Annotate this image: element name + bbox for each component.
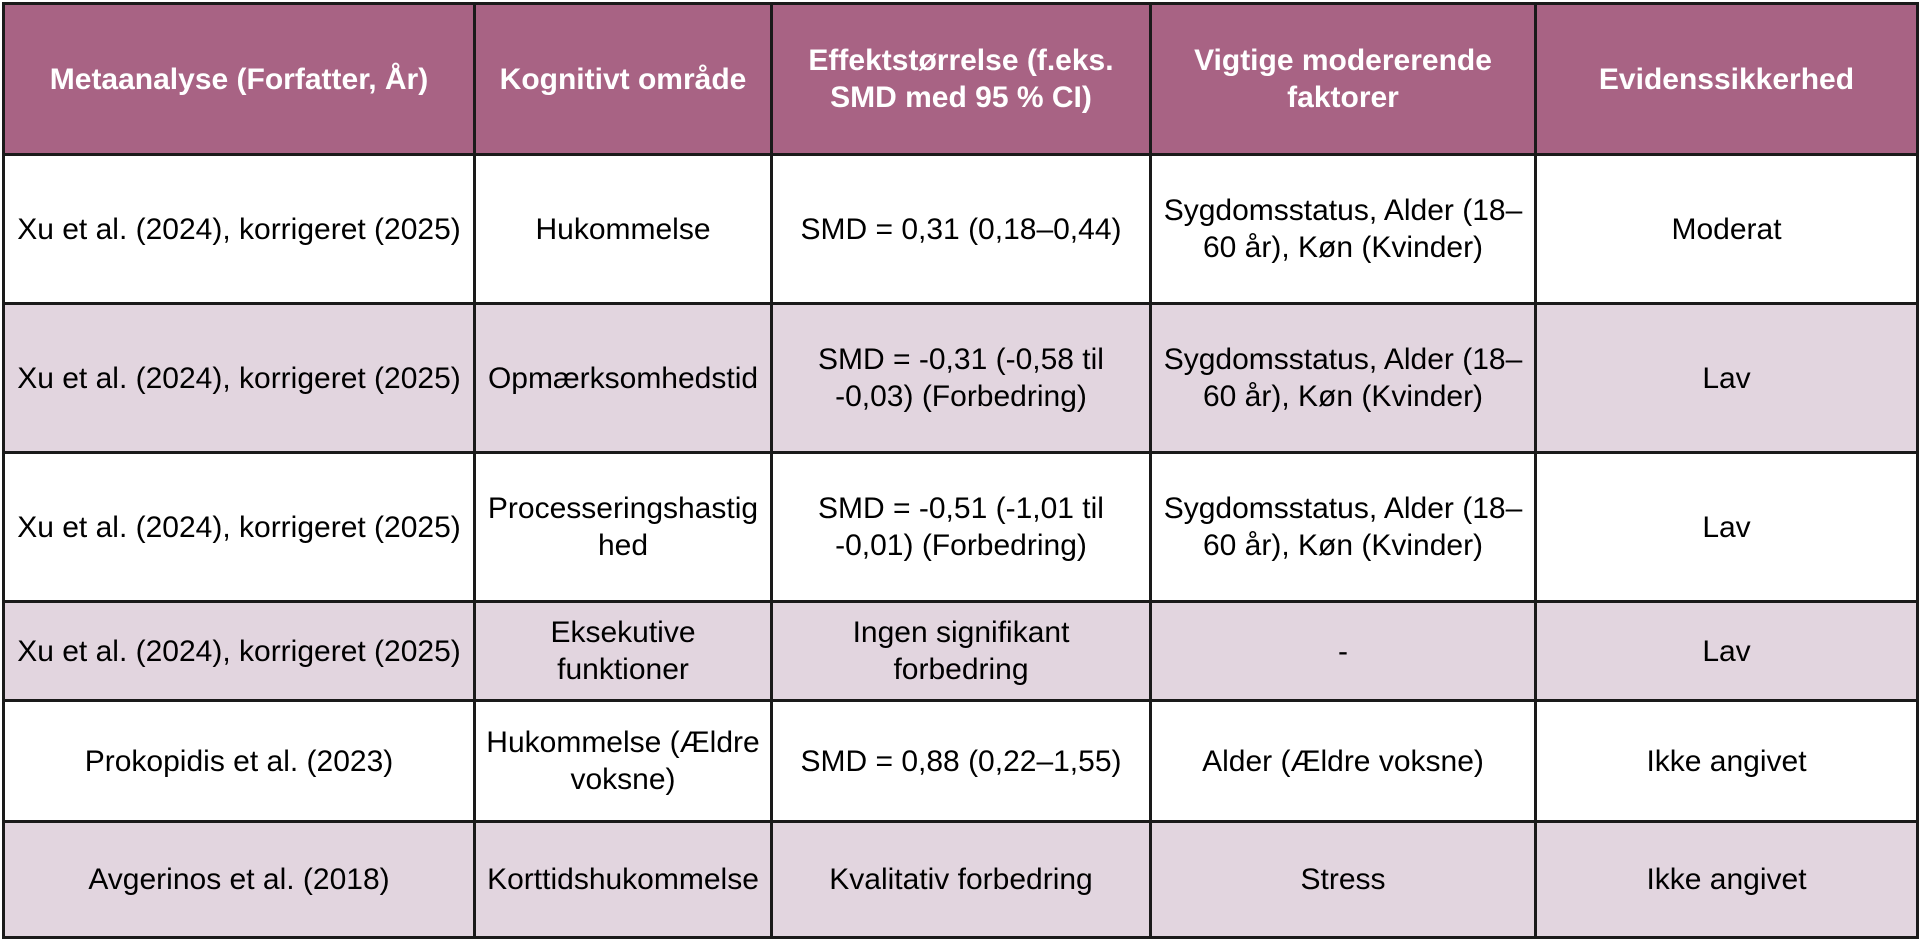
cell-evidence-certainty: Ikke angivet (1534, 699, 1919, 823)
cell-effect-size: Kvalitativ forbedring (770, 820, 1152, 939)
cell-meta-analysis: Avgerinos et al. (2018) (2, 820, 476, 939)
cell-cognitive-domain: Korttidshukommelse (473, 820, 773, 939)
cell-meta-analysis: Xu et al. (2024), korrigeret (2025) (2, 451, 476, 603)
cell-meta-analysis: Xu et al. (2024), korrigeret (2025) (2, 302, 476, 454)
cell-moderating-factors: - (1149, 600, 1537, 702)
header-cognitive-domain: Kognitivt område (473, 2, 773, 156)
cell-moderating-factors: Sygdomsstatus, Alder (18–60 år), Køn (Kv… (1149, 153, 1537, 305)
cell-effect-size: SMD = 0,88 (0,22–1,55) (770, 699, 1152, 823)
cell-meta-analysis: Xu et al. (2024), korrigeret (2025) (2, 153, 476, 305)
table-row: Avgerinos et al. (2018) Korttidshukommels… (2, 820, 1919, 939)
table-row: Xu et al. (2024), korrigeret (2025) Eksek… (2, 600, 1919, 702)
cell-cognitive-domain: Opmærksomhedstid (473, 302, 773, 454)
cell-evidence-certainty: Lav (1534, 451, 1919, 603)
header-moderating-factors: Vigtige modererende faktorer (1149, 2, 1537, 156)
table-row: Xu et al. (2024), korrigeret (2025) Hukom… (2, 153, 1919, 305)
table-row: Xu et al. (2024), korrigeret (2025) Opmær… (2, 302, 1919, 454)
cell-cognitive-domain: Hukommelse (Ældre voksne) (473, 699, 773, 823)
cell-effect-size: SMD = -0,31 (-0,58 til -0,03) (Forbedrin… (770, 302, 1152, 454)
table-row: Xu et al. (2024), korrigeret (2025) Proce… (2, 451, 1919, 603)
cell-meta-analysis: Prokopidis et al. (2023) (2, 699, 476, 823)
cell-cognitive-domain: Eksekutive funktioner (473, 600, 773, 702)
header-meta-analysis: Metaanalyse (Forfatter, År) (2, 2, 476, 156)
cell-moderating-factors: Sygdomsstatus, Alder (18–60 år), Køn (Kv… (1149, 302, 1537, 454)
cell-effect-size: SMD = 0,31 (0,18–0,44) (770, 153, 1152, 305)
cell-evidence-certainty: Moderat (1534, 153, 1919, 305)
cell-cognitive-domain: Hukommelse (473, 153, 773, 305)
cell-effect-size: SMD = -0,51 (-1,01 til -0,01) (Forbedrin… (770, 451, 1152, 603)
cell-meta-analysis: Xu et al. (2024), korrigeret (2025) (2, 600, 476, 702)
cell-evidence-certainty: Lav (1534, 600, 1919, 702)
cell-moderating-factors: Sygdomsstatus, Alder (18–60 år), Køn (Kv… (1149, 451, 1537, 603)
cell-moderating-factors: Alder (Ældre voksne) (1149, 699, 1537, 823)
cell-evidence-certainty: Ikke angivet (1534, 820, 1919, 939)
cell-moderating-factors: Stress (1149, 820, 1537, 939)
cell-effect-size: Ingen signifikant forbedring (770, 600, 1152, 702)
header-row: Metaanalyse (Forfatter, År) Kognitivt om… (2, 2, 1919, 156)
cell-evidence-certainty: Lav (1534, 302, 1919, 454)
cell-cognitive-domain: Processeringshastighed (473, 451, 773, 603)
header-evidence-certainty: Evidenssikkerhed (1534, 2, 1919, 156)
table-row: Prokopidis et al. (2023) Hukommelse (Ældr… (2, 699, 1919, 823)
header-effect-size: Effektstørrelse (f.eks. SMD med 95 % CI) (770, 2, 1152, 156)
